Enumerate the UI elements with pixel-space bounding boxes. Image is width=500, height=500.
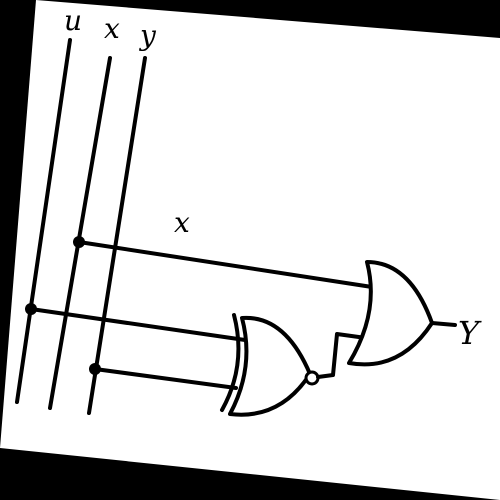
xnor-inversion-bubble [304,370,320,386]
wire-x-to-or [77,240,374,289]
wire-label-x: x [174,206,190,239]
xnor-gate-extra-arc [220,313,241,412]
wire-output [430,321,457,327]
or-gate-body [347,260,434,367]
wire-y-to-xnor [93,367,238,390]
output-label: Y [458,314,482,352]
xnor-gate [220,313,320,417]
input-label-u: u [64,4,82,37]
input-label-x: x [104,12,120,45]
junction-dot-x [73,236,85,248]
junction-dot-y [89,363,101,375]
wire-xnor-to-or [316,332,368,379]
xnor-gate-body [228,315,312,417]
junction-dot-u [25,303,37,315]
input-line-y [87,56,147,415]
input-label-y: y [138,19,157,52]
input-line-x [48,56,112,410]
wire-u-to-xnor [29,307,247,342]
input-line-u [15,38,72,404]
